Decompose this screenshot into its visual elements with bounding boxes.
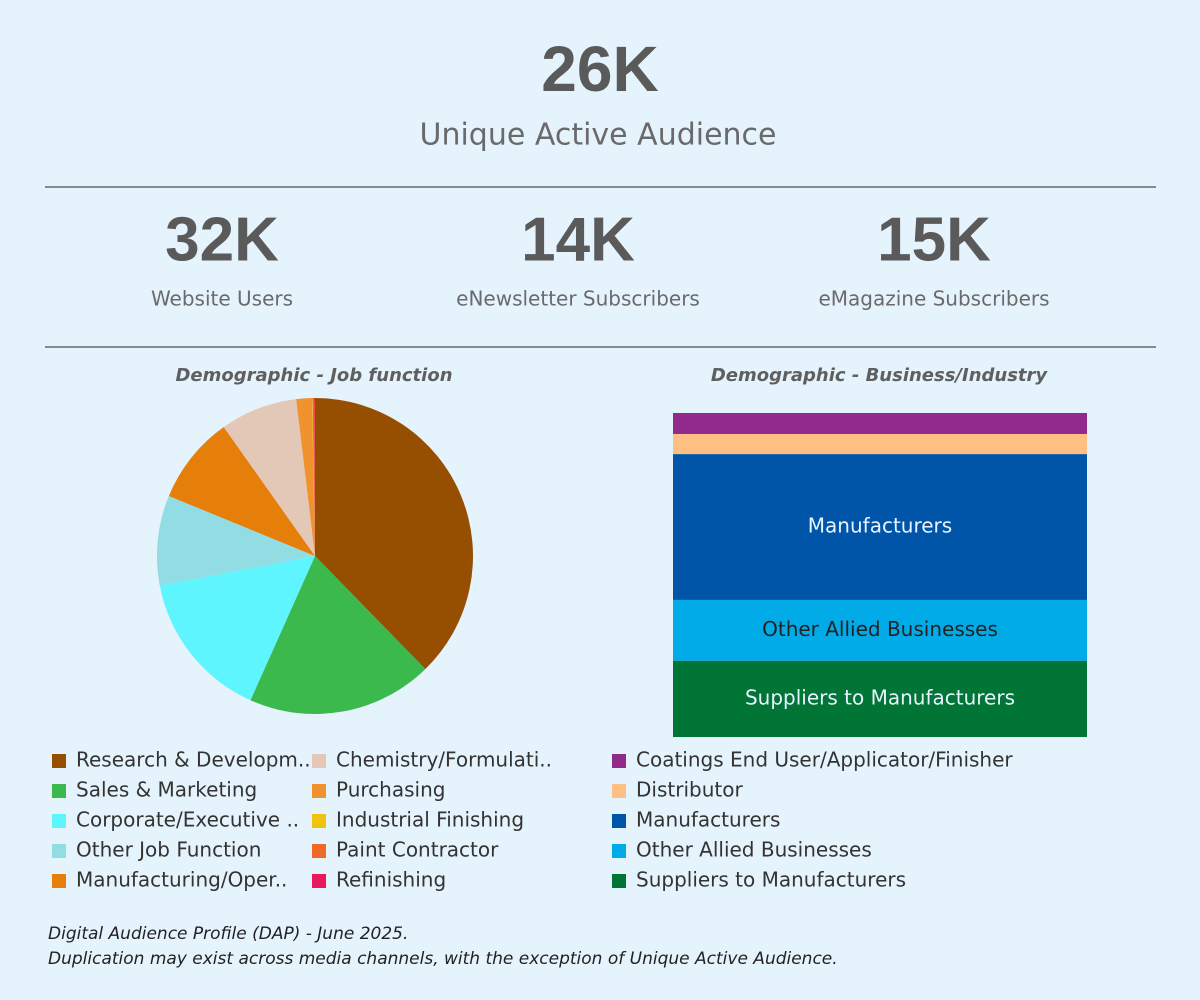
legend-label: Purchasing	[336, 778, 445, 802]
legend-label: Distributor	[636, 778, 743, 802]
legend-swatch	[312, 754, 326, 768]
bar-segment	[673, 434, 1087, 455]
legend-swatch	[312, 844, 326, 858]
legend-label: Manufacturers	[636, 808, 780, 832]
legend-label: Other Job Function	[76, 838, 261, 862]
bar-segment	[673, 454, 1087, 600]
legend-swatch	[312, 784, 326, 798]
pie-slice	[312, 398, 315, 556]
segment-label: Manufacturers	[808, 514, 952, 538]
legend-swatch	[312, 814, 326, 828]
legend-swatch	[612, 844, 626, 858]
pie-slice	[250, 556, 426, 715]
chart-title: Demographic - Business/Industry	[711, 365, 1049, 386]
legend-swatch	[52, 874, 66, 888]
legend-swatch	[52, 754, 66, 768]
legend-swatch	[52, 784, 66, 798]
pie-slice	[315, 398, 473, 670]
kpi-label: Website Users	[151, 287, 293, 311]
legend-label: Suppliers to Manufacturers	[636, 868, 906, 892]
legend-label: Corporate/Executive ..	[76, 808, 299, 832]
legend-swatch	[612, 784, 626, 798]
segment-label: Suppliers to Manufacturers	[745, 685, 1015, 709]
kpi-value: 15K	[877, 205, 991, 274]
pie-slice	[168, 427, 315, 556]
legend-swatch	[612, 874, 626, 888]
legend-swatch	[52, 844, 66, 858]
headline-value: 26K	[541, 33, 658, 105]
legend-label: Coatings End User/Applicator/Finisher	[636, 748, 1013, 772]
chart-title: Demographic - Job function	[175, 365, 452, 386]
kpi-value: 32K	[165, 205, 279, 274]
kpi-label: eMagazine Subscribers	[818, 287, 1049, 311]
legend-label: Sales & Marketing	[76, 778, 257, 802]
pie-slice	[157, 495, 315, 586]
legend-label: Refinishing	[336, 868, 446, 892]
bar-segment	[673, 599, 1087, 661]
legend-label: Chemistry/Formulati..	[336, 748, 552, 772]
legend-label: Industrial Finishing	[336, 808, 524, 832]
kpi-value: 14K	[521, 205, 635, 274]
footnote: Duplication may exist across media chann…	[48, 949, 838, 969]
bar-segment	[673, 660, 1087, 737]
pie-slice	[223, 399, 315, 556]
bar-segment	[673, 413, 1087, 435]
pie-slice	[312, 398, 315, 556]
legend-label: Other Allied Businesses	[636, 838, 872, 862]
legend-label: Manufacturing/Oper..	[76, 868, 287, 892]
legend-label: Research & Developm..	[76, 748, 311, 772]
legend-swatch	[612, 754, 626, 768]
kpi-label: eNewsletter Subscribers	[456, 287, 700, 311]
legend-swatch	[312, 874, 326, 888]
legend-swatch	[52, 814, 66, 828]
legend-swatch	[612, 814, 626, 828]
footnote: Digital Audience Profile (DAP) - June 20…	[48, 924, 408, 944]
pie-slice	[296, 398, 315, 556]
legend-label: Paint Contractor	[336, 838, 499, 862]
segment-label: Other Allied Businesses	[762, 617, 998, 641]
headline-label: Unique Active Audience	[419, 118, 776, 153]
pie-slice	[159, 556, 315, 701]
